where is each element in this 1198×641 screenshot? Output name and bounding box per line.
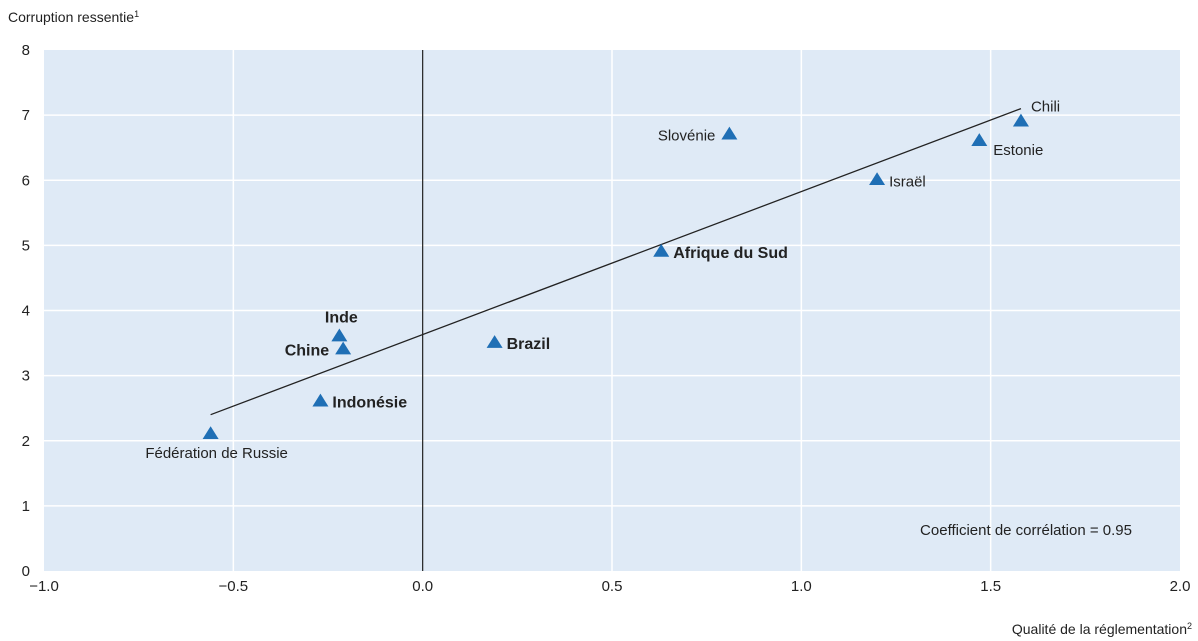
y-tick-label: 2: [22, 433, 30, 450]
correlation-annotation: Coefficient de corrélation = 0.95: [920, 522, 1132, 539]
x-axis-ticks: −1.0 −0.5 0.0 0.5 1.0 1.5 2.0: [29, 578, 1190, 595]
y-tick-label: 4: [22, 303, 30, 320]
x-tick-label: −0.5: [219, 578, 249, 595]
data-point-label: Inde: [325, 310, 358, 327]
y-tick-label: 1: [22, 498, 30, 515]
y-tick-label: 6: [22, 172, 30, 189]
data-point-label: Estonie: [993, 142, 1043, 159]
data-point-label: Chili: [1031, 99, 1060, 116]
data-point-label: Indonésie: [332, 395, 407, 412]
x-tick-label: −1.0: [29, 578, 59, 595]
x-tick-label: 1.0: [791, 578, 812, 595]
y-tick-label: 7: [22, 107, 30, 124]
y-tick-label: 3: [22, 368, 30, 385]
data-point-label: Slovénie: [658, 128, 716, 145]
x-tick-label: 2.0: [1170, 578, 1191, 595]
y-tick-label: 5: [22, 237, 30, 254]
x-tick-label: 1.5: [980, 578, 1001, 595]
data-point-label: Israël: [889, 173, 926, 190]
y-axis-title: Corruption ressentie1: [8, 9, 139, 25]
data-point-label: Chine: [285, 343, 330, 360]
x-tick-label: 0.0: [412, 578, 433, 595]
data-point-label: Fédération de Russie: [145, 445, 288, 462]
x-axis-title: Qualité de la réglementation2: [1012, 621, 1192, 637]
data-point-label: Brazil: [507, 336, 551, 353]
data-point-label: Afrique du Sud: [673, 245, 788, 262]
x-tick-label: 0.5: [602, 578, 623, 595]
y-tick-label: 8: [22, 42, 30, 59]
